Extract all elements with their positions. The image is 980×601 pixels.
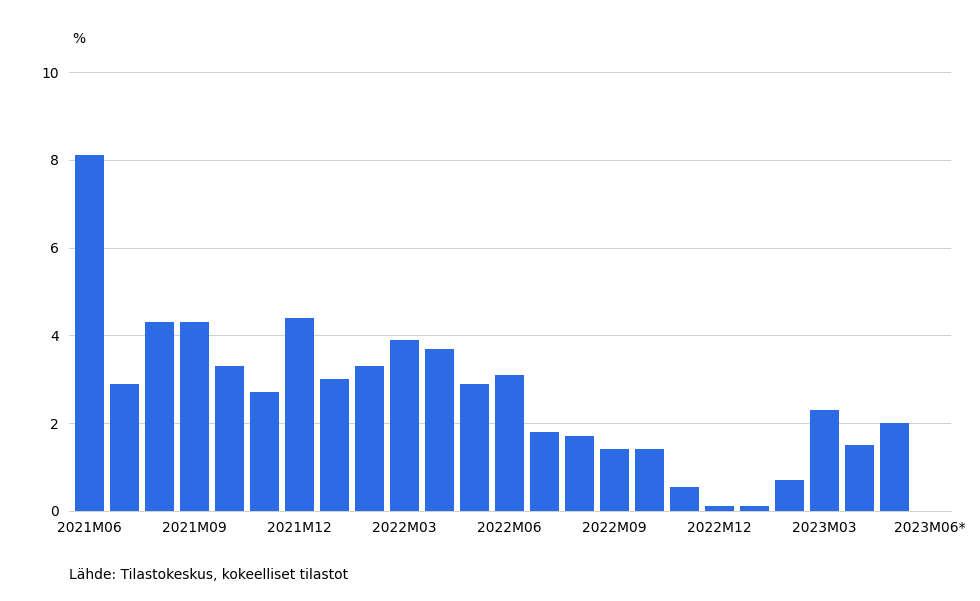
Bar — [110, 383, 139, 511]
Text: %: % — [73, 32, 85, 46]
Bar — [145, 322, 173, 511]
Bar — [600, 450, 629, 511]
Bar — [775, 480, 804, 511]
Bar — [285, 318, 314, 511]
Bar — [250, 392, 279, 511]
Bar — [670, 487, 699, 511]
Bar — [880, 423, 908, 511]
Bar — [740, 507, 769, 511]
Bar — [355, 366, 384, 511]
Bar — [75, 156, 104, 511]
Bar — [320, 379, 349, 511]
Bar — [390, 340, 418, 511]
Bar — [565, 436, 594, 511]
Bar — [180, 322, 209, 511]
Bar — [635, 450, 664, 511]
Bar — [810, 410, 839, 511]
Bar — [845, 445, 874, 511]
Text: Lähde: Tilastokeskus, kokeelliset tilastot: Lähde: Tilastokeskus, kokeelliset tilast… — [69, 568, 348, 582]
Bar — [495, 375, 524, 511]
Bar — [216, 366, 244, 511]
Bar — [706, 507, 734, 511]
Bar — [530, 432, 559, 511]
Bar — [461, 383, 489, 511]
Bar — [425, 349, 454, 511]
